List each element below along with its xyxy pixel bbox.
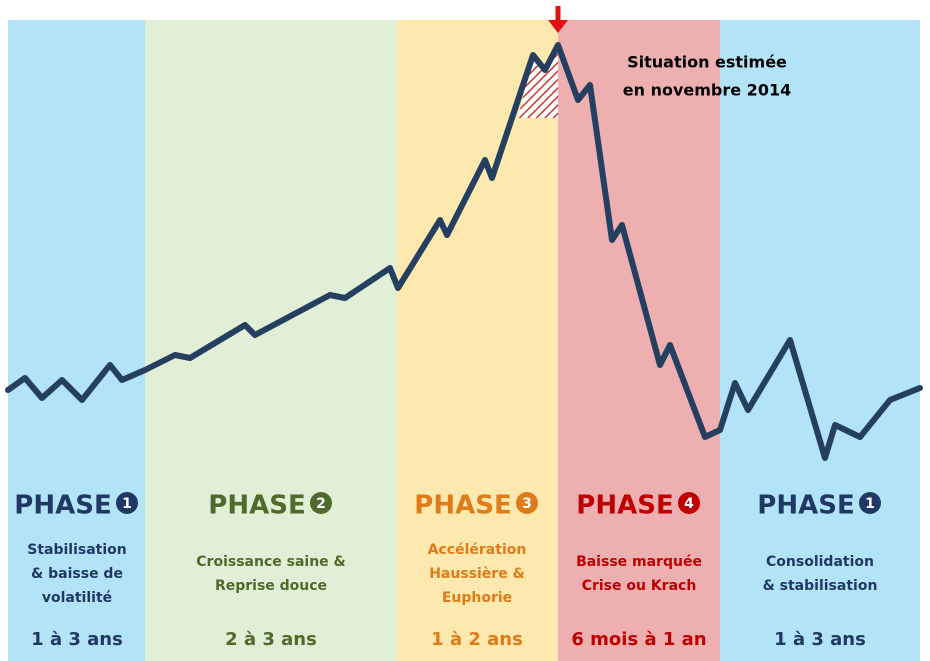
- phase-number: 3: [522, 496, 532, 512]
- phase-description: Accélération: [428, 542, 527, 558]
- phase-description: Euphorie: [442, 590, 512, 606]
- band: [397, 20, 558, 661]
- phase-bands: [8, 20, 920, 661]
- phase-number-badge: [116, 492, 138, 514]
- phase-description: Stabilisation: [27, 542, 127, 558]
- phase-description: & baisse de: [31, 566, 123, 582]
- band: [145, 20, 397, 661]
- phase-duration: 1 à 2 ans: [431, 629, 523, 650]
- phase-number: 1: [865, 496, 875, 512]
- band: [558, 20, 720, 661]
- band: [720, 20, 920, 661]
- phase-number-badge: [859, 492, 881, 514]
- phase-description: Croissance saine &: [196, 554, 345, 570]
- phase-description: volatilité: [42, 590, 112, 606]
- phase-duration: 1 à 3 ans: [774, 629, 866, 650]
- phase-title: PHASE: [757, 491, 854, 521]
- phase-title: PHASE: [14, 491, 111, 521]
- phase-description: Haussière &: [429, 566, 525, 582]
- phase-duration: 2 à 3 ans: [225, 629, 317, 650]
- phase-number: 1: [122, 496, 132, 512]
- phase-description: Crise ou Krach: [582, 578, 697, 594]
- arrow: [548, 6, 568, 33]
- phase-description: Baisse marquée: [576, 554, 702, 570]
- phase-title: PHASE: [414, 491, 511, 521]
- annotation-line: en novembre 2014: [623, 81, 791, 100]
- phase-number-badge: [678, 492, 700, 514]
- phase-title: PHASE: [208, 491, 305, 521]
- phase-description: Reprise douce: [215, 578, 327, 594]
- market-curve: [5, 42, 923, 461]
- phase-title: PHASE: [576, 491, 673, 521]
- phase-number-badge: [310, 492, 332, 514]
- phase-duration: 6 mois à 1 an: [571, 629, 706, 650]
- phase-number: 4: [684, 496, 694, 512]
- phase-description: & stabilisation: [763, 578, 878, 594]
- phase-number: 2: [316, 496, 326, 512]
- phase-duration: 1 à 3 ans: [31, 629, 123, 650]
- phase-number-badge: [516, 492, 538, 514]
- phase-description: Consolidation: [766, 554, 874, 570]
- band: [8, 20, 145, 661]
- hatched-zone: [518, 45, 558, 118]
- annotation-line: Situation estimée: [627, 53, 787, 72]
